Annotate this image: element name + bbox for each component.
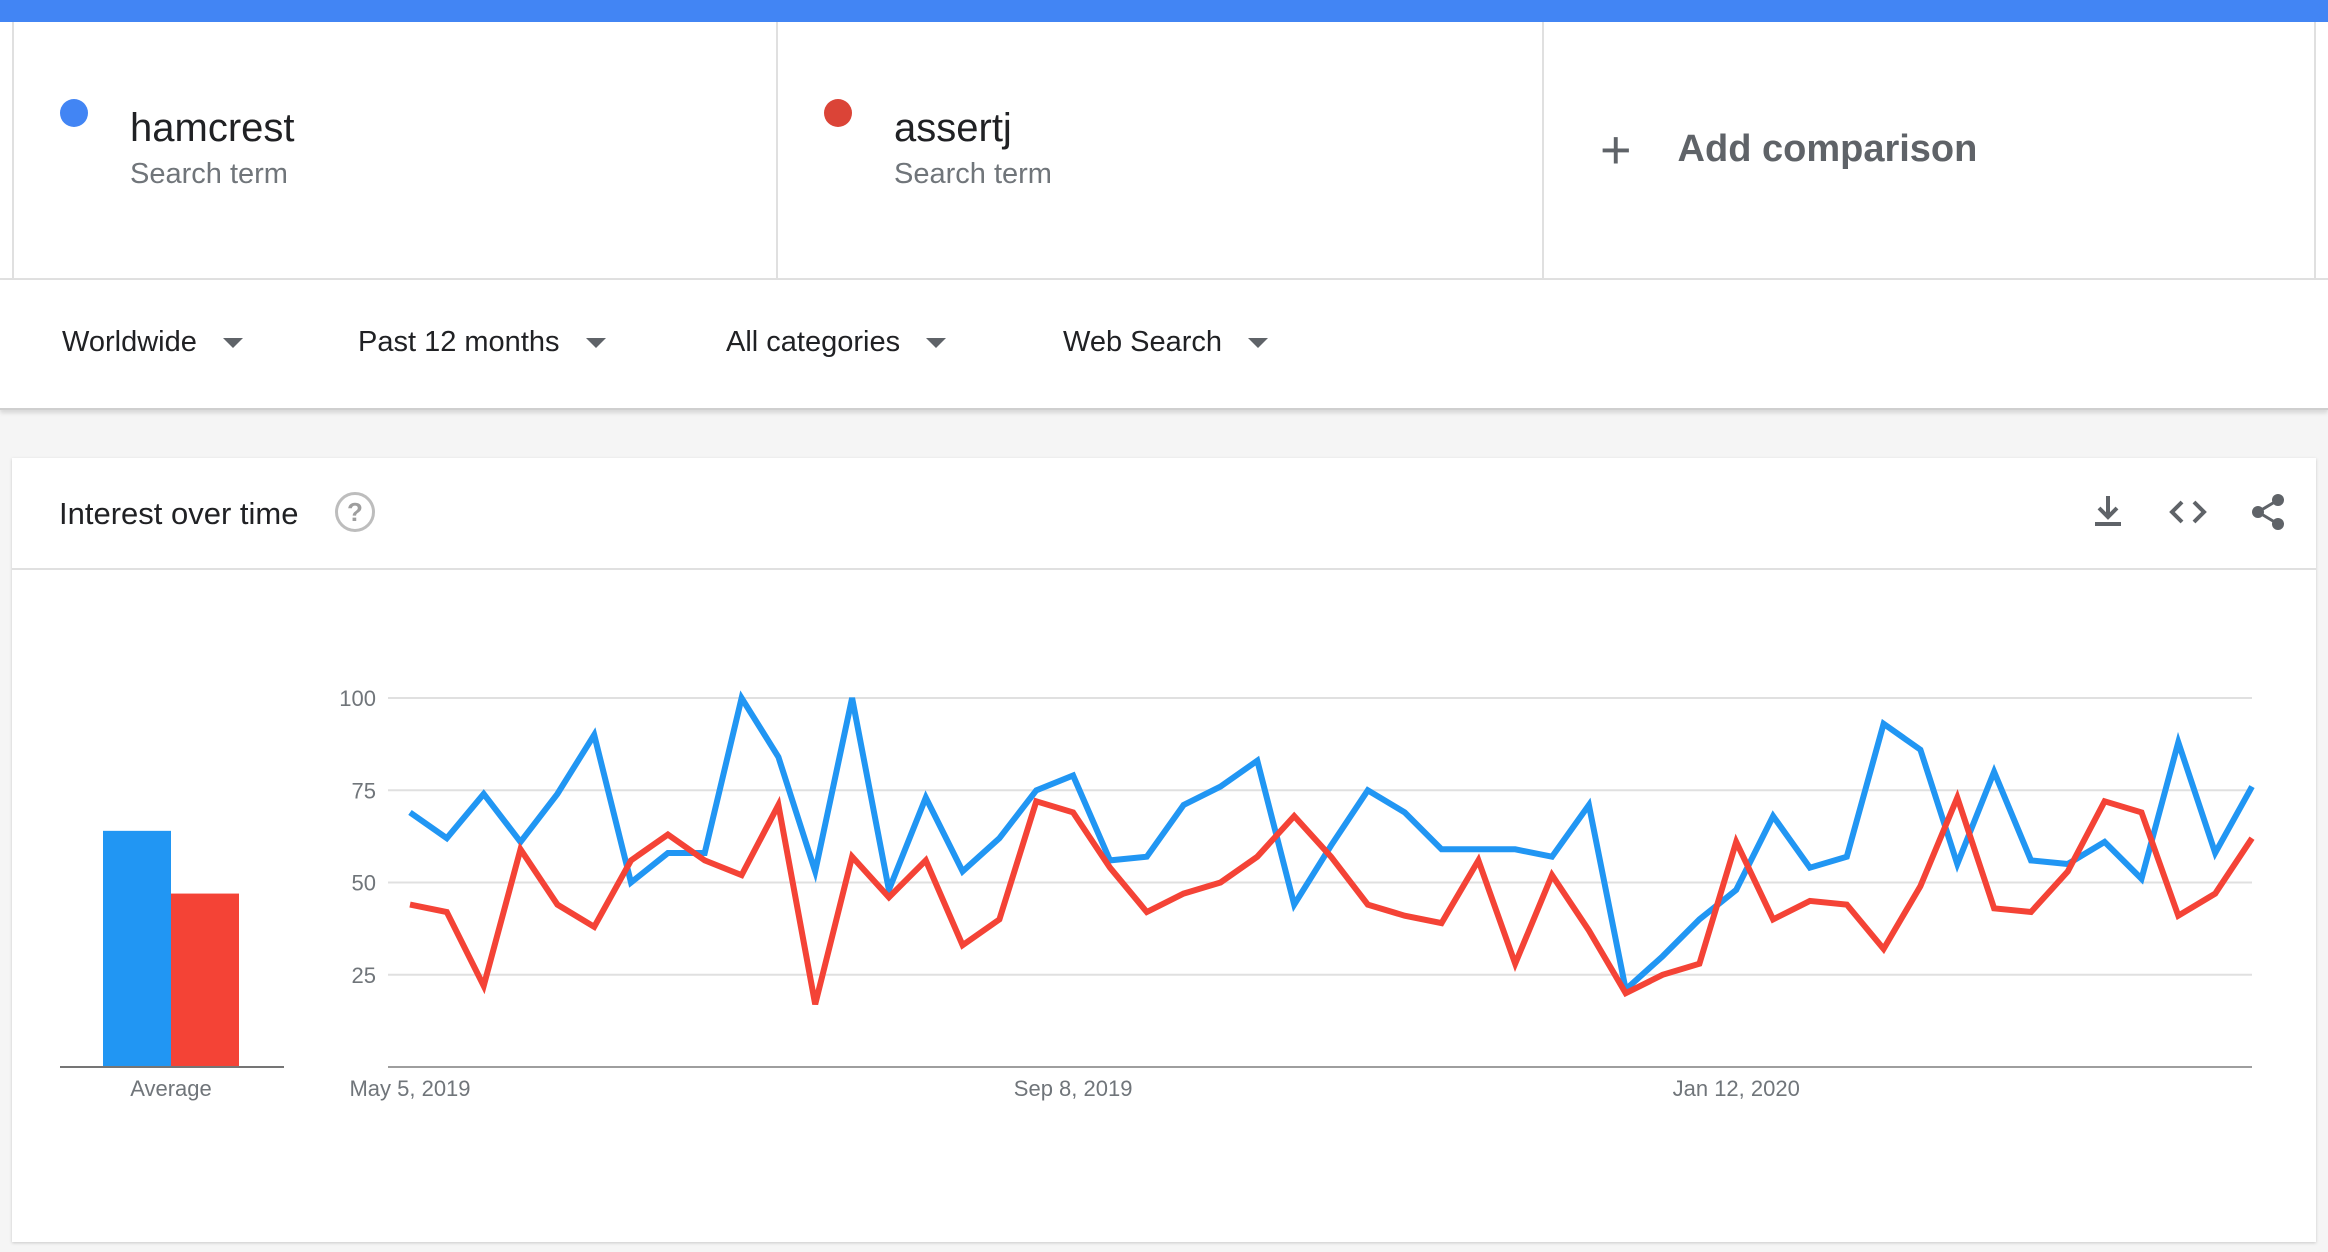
top-accent-bar — [0, 0, 2328, 22]
search-type-dropdown[interactable]: Web Search — [1063, 326, 1269, 359]
plus-icon: + — [1600, 119, 1632, 180]
series-line-assertj — [409, 789, 2255, 1006]
add-comparison-label: Add comparison — [1677, 128, 1978, 170]
average-bar-assertj — [171, 893, 239, 1067]
search-term-type: Search term — [130, 158, 288, 190]
download-icon[interactable] — [2086, 490, 2130, 534]
search-term-card-hamcrest[interactable]: hamcrest Search term — [12, 22, 778, 278]
search-term-name: hamcrest — [130, 106, 295, 150]
add-comparison-button[interactable]: + Add comparison — [1600, 119, 1978, 180]
search-term-card-assertj[interactable]: assertj Search term — [778, 22, 1544, 278]
search-term-name: assertj — [894, 106, 1012, 150]
time-range-dropdown[interactable]: Past 12 months — [358, 326, 606, 359]
y-tick-label: 25 — [352, 963, 376, 988]
region-dropdown-label: Worldwide — [62, 326, 197, 358]
interest-chart: 25 50 75 100 May 5, 2019 Sep 8, 2019 Jan 12, 2… — [60, 686, 2255, 1101]
x-tick-label: Sep 8, 2019 — [1014, 1076, 1133, 1101]
embed-code-icon[interactable] — [2166, 490, 2210, 534]
time-range-dropdown-label: Past 12 months — [358, 326, 560, 358]
average-bar-hamcrest — [103, 830, 171, 1067]
caret-down-icon — [585, 337, 606, 348]
card-title: Interest over time — [59, 496, 299, 531]
y-tick-label: 100 — [339, 686, 376, 711]
caret-down-icon — [1248, 337, 1269, 348]
comparison-bar: hamcrest Search term assertj Search term… — [0, 22, 2328, 280]
caret-down-icon — [222, 337, 243, 348]
region-dropdown[interactable]: Worldwide — [62, 326, 243, 359]
help-circle-icon[interactable]: ? — [335, 492, 375, 532]
add-comparison-card[interactable]: + Add comparison — [1544, 22, 2316, 278]
series-color-dot — [824, 99, 852, 127]
series-color-dot — [60, 99, 88, 127]
share-icon[interactable] — [2246, 490, 2290, 534]
category-dropdown[interactable]: All categories — [726, 326, 947, 359]
search-type-dropdown-label: Web Search — [1063, 326, 1223, 358]
y-tick-label: 50 — [352, 871, 376, 896]
card-header: Interest over time ? — [12, 458, 2316, 570]
y-tick-label: 75 — [352, 778, 376, 803]
x-tick-label: May 5, 2019 — [349, 1076, 470, 1101]
interest-over-time-card: Interest over time ? — [12, 458, 2316, 1242]
filter-bar: Worldwide Past 12 months All categories … — [0, 280, 2328, 410]
average-label: Average — [130, 1076, 212, 1101]
caret-down-icon — [926, 337, 947, 348]
x-tick-label: Jan 12, 2020 — [1673, 1076, 1800, 1101]
category-dropdown-label: All categories — [726, 326, 901, 358]
search-term-type: Search term — [894, 158, 1052, 190]
